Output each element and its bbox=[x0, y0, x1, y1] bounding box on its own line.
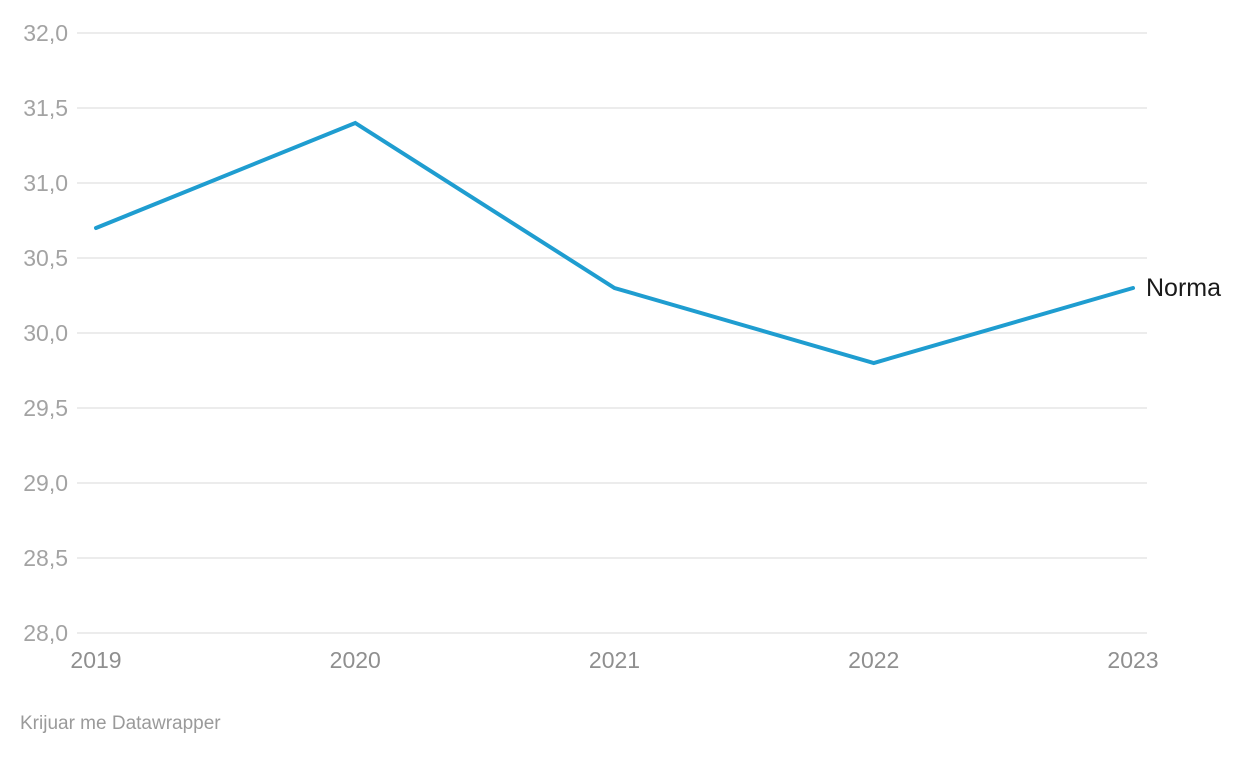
y-tick-label: 30,0 bbox=[23, 320, 68, 346]
y-tick-label: 28,5 bbox=[23, 545, 68, 571]
y-tick-label: 28,0 bbox=[23, 620, 68, 646]
y-tick-label: 29,0 bbox=[23, 470, 68, 496]
y-tick-label: 30,5 bbox=[23, 245, 68, 271]
x-tick-label: 2019 bbox=[70, 647, 121, 673]
x-tick-label: 2023 bbox=[1107, 647, 1158, 673]
y-tick-label: 29,5 bbox=[23, 395, 68, 421]
series-label-norma: Norma bbox=[1146, 274, 1222, 302]
line-chart: 28,0 28,5 29,0 29,5 30,0 30,5 31,0 31,5 32,0 2019… bbox=[23, 20, 1158, 673]
y-tick-label: 32,0 bbox=[23, 20, 68, 46]
x-tick-label: 2021 bbox=[589, 647, 640, 673]
y-tick-label: 31,0 bbox=[23, 170, 68, 196]
y-tick-label: 31,5 bbox=[23, 95, 68, 121]
series-line-norma bbox=[94, 120, 1135, 366]
attribution-link[interactable]: Krijuar me Datawrapper bbox=[20, 713, 221, 734]
x-tick-label: 2022 bbox=[848, 647, 899, 673]
x-tick-label: 2020 bbox=[330, 647, 381, 673]
